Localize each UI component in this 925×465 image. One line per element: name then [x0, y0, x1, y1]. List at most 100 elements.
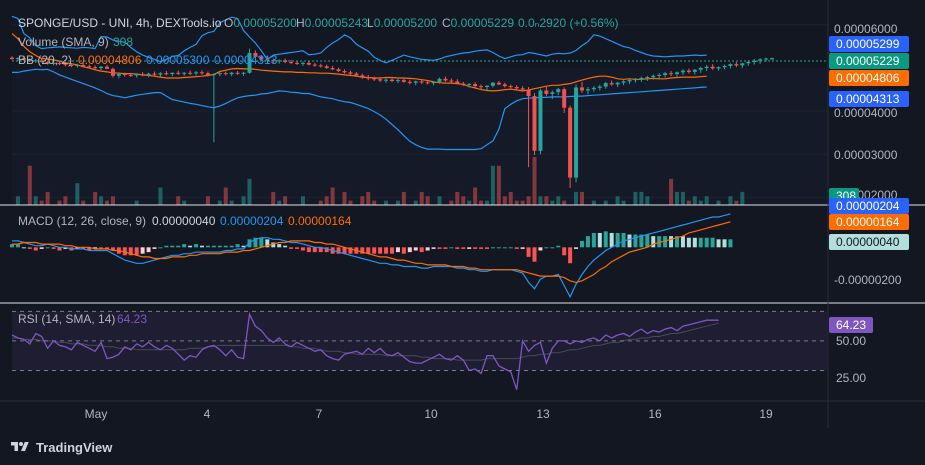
macd-histogram-bar	[657, 236, 662, 248]
macd-histogram-bar	[401, 247, 406, 254]
macd-histogram-bar	[51, 247, 56, 249]
candle-body	[496, 82, 501, 85]
volume-bar	[324, 196, 329, 205]
macd-histogram-bar	[300, 247, 305, 251]
candle-body	[300, 62, 305, 64]
volume-bar	[562, 200, 567, 205]
candle-body	[194, 72, 199, 74]
candle-body	[502, 84, 507, 87]
volume-bar	[455, 191, 460, 205]
ohlc-low-label: L0.00005200	[367, 16, 437, 30]
volume-bars	[15, 157, 745, 205]
macd-tick-label: -0.00000200	[834, 273, 902, 287]
candle-body	[419, 81, 424, 83]
volume-bar	[680, 191, 685, 205]
macd-histogram-bar	[10, 244, 14, 248]
candle-body	[134, 74, 139, 76]
candle-body	[146, 73, 151, 75]
rsi-tick-label: 25.00	[836, 371, 866, 385]
macd-line-value: 0.00000204	[220, 214, 284, 228]
candle-body	[562, 89, 567, 108]
macd-histogram-bar	[253, 237, 258, 248]
macd-histogram-bar	[318, 247, 323, 253]
candle-body	[722, 65, 727, 68]
candle-body	[485, 85, 489, 88]
candle-body	[764, 58, 769, 60]
rsi-indicator-label[interactable]: RSI (14, SMA, 14)	[18, 312, 115, 326]
volume-bar	[176, 196, 181, 205]
macd-histogram-bar	[443, 247, 448, 249]
volume-bar	[698, 200, 703, 205]
candle-body	[615, 82, 620, 85]
macd-histogram-bar	[188, 245, 193, 248]
macd-histogram-bar	[550, 247, 555, 249]
candle-body	[621, 81, 626, 83]
volume-indicator-label[interactable]: Volume (SMA, 9)	[18, 35, 109, 49]
candle-body	[407, 81, 412, 83]
macd-histogram-bar	[324, 247, 329, 253]
time-axis[interactable]: May 4 7 10 13 16 19	[85, 407, 773, 421]
macd-histogram-bar	[686, 237, 691, 248]
candle-body	[740, 63, 745, 66]
candle-body	[15, 58, 20, 60]
candle-body	[692, 69, 697, 72]
volume-bar	[675, 191, 679, 205]
macd-histogram-bar	[122, 247, 127, 256]
macd-indicator-label[interactable]: MACD (12, 26, close, 9)	[18, 214, 146, 228]
macd-histogram-bar	[568, 247, 573, 264]
macd-histogram-bar	[366, 247, 371, 254]
candle-body	[663, 73, 668, 75]
price-badge-text: 0.00005229	[836, 54, 900, 68]
candle-body	[467, 83, 472, 85]
macd-histogram-bar	[722, 239, 727, 248]
macd-pane[interactable]: MACD (12, 26, close, 9) 0.00000040 0.000…	[10, 213, 733, 299]
macd-scale[interactable]: -0.00000200 0.00000204 0.00000164 0.0000004…	[829, 198, 909, 287]
price-badge-text: 0.00005299	[836, 37, 900, 51]
candle-body	[651, 75, 656, 78]
candle-body	[354, 73, 359, 76]
rsi-pane[interactable]: RSI (14, SMA, 14) 64.23	[11, 310, 828, 390]
volume-bar	[318, 200, 323, 205]
macd-histogram-bar	[615, 232, 620, 248]
candle-body	[443, 78, 448, 81]
macd-badge-text: 0.00000204	[836, 199, 900, 213]
candle-body	[57, 62, 62, 65]
bollinger-indicator-label[interactable]: BB (20, 2)	[18, 53, 72, 67]
time-axis-label: 7	[316, 407, 323, 421]
price-pane[interactable]: SPONGE/USD - UNI, 4h, DEXTools.io O0.000…	[10, 15, 828, 205]
macd-histogram-bar	[639, 234, 644, 248]
volume-bar	[550, 200, 555, 205]
volume-bar	[271, 191, 276, 205]
macd-histogram-bar	[651, 236, 656, 248]
candle-body	[105, 66, 109, 69]
rsi-indicator-value: 64.23	[117, 312, 147, 326]
macd-histogram-bar	[716, 239, 721, 248]
tradingview-branding[interactable]: TradingView	[10, 437, 112, 457]
candle-body	[413, 81, 418, 83]
macd-histogram-bar	[336, 247, 341, 254]
price-tick-label: 0.00006000	[834, 22, 898, 36]
candle-body	[229, 72, 234, 75]
volume-bar	[467, 200, 472, 205]
candle-body	[580, 87, 584, 91]
macd-histogram-bar	[473, 247, 478, 249]
volume-bar	[544, 196, 549, 205]
macd-histogram-bar	[425, 247, 430, 251]
candle-body	[312, 64, 317, 66]
rsi-scale[interactable]: 50.00 25.00 64.23	[829, 317, 873, 385]
candle-body	[116, 74, 121, 76]
volume-bar	[110, 196, 115, 205]
macd-histogram-bar	[176, 245, 181, 248]
candle-body	[170, 72, 175, 75]
candle-body	[366, 77, 371, 79]
candle-body	[336, 69, 341, 72]
macd-histogram-bar	[490, 247, 495, 249]
macd-histogram-bar	[675, 236, 679, 248]
macd-signal-line	[12, 221, 731, 284]
candle-body	[657, 74, 662, 76]
candle-body	[217, 73, 222, 75]
macd-histogram-bar	[449, 247, 454, 249]
volume-bar	[277, 200, 282, 205]
volume-bar	[384, 200, 389, 205]
